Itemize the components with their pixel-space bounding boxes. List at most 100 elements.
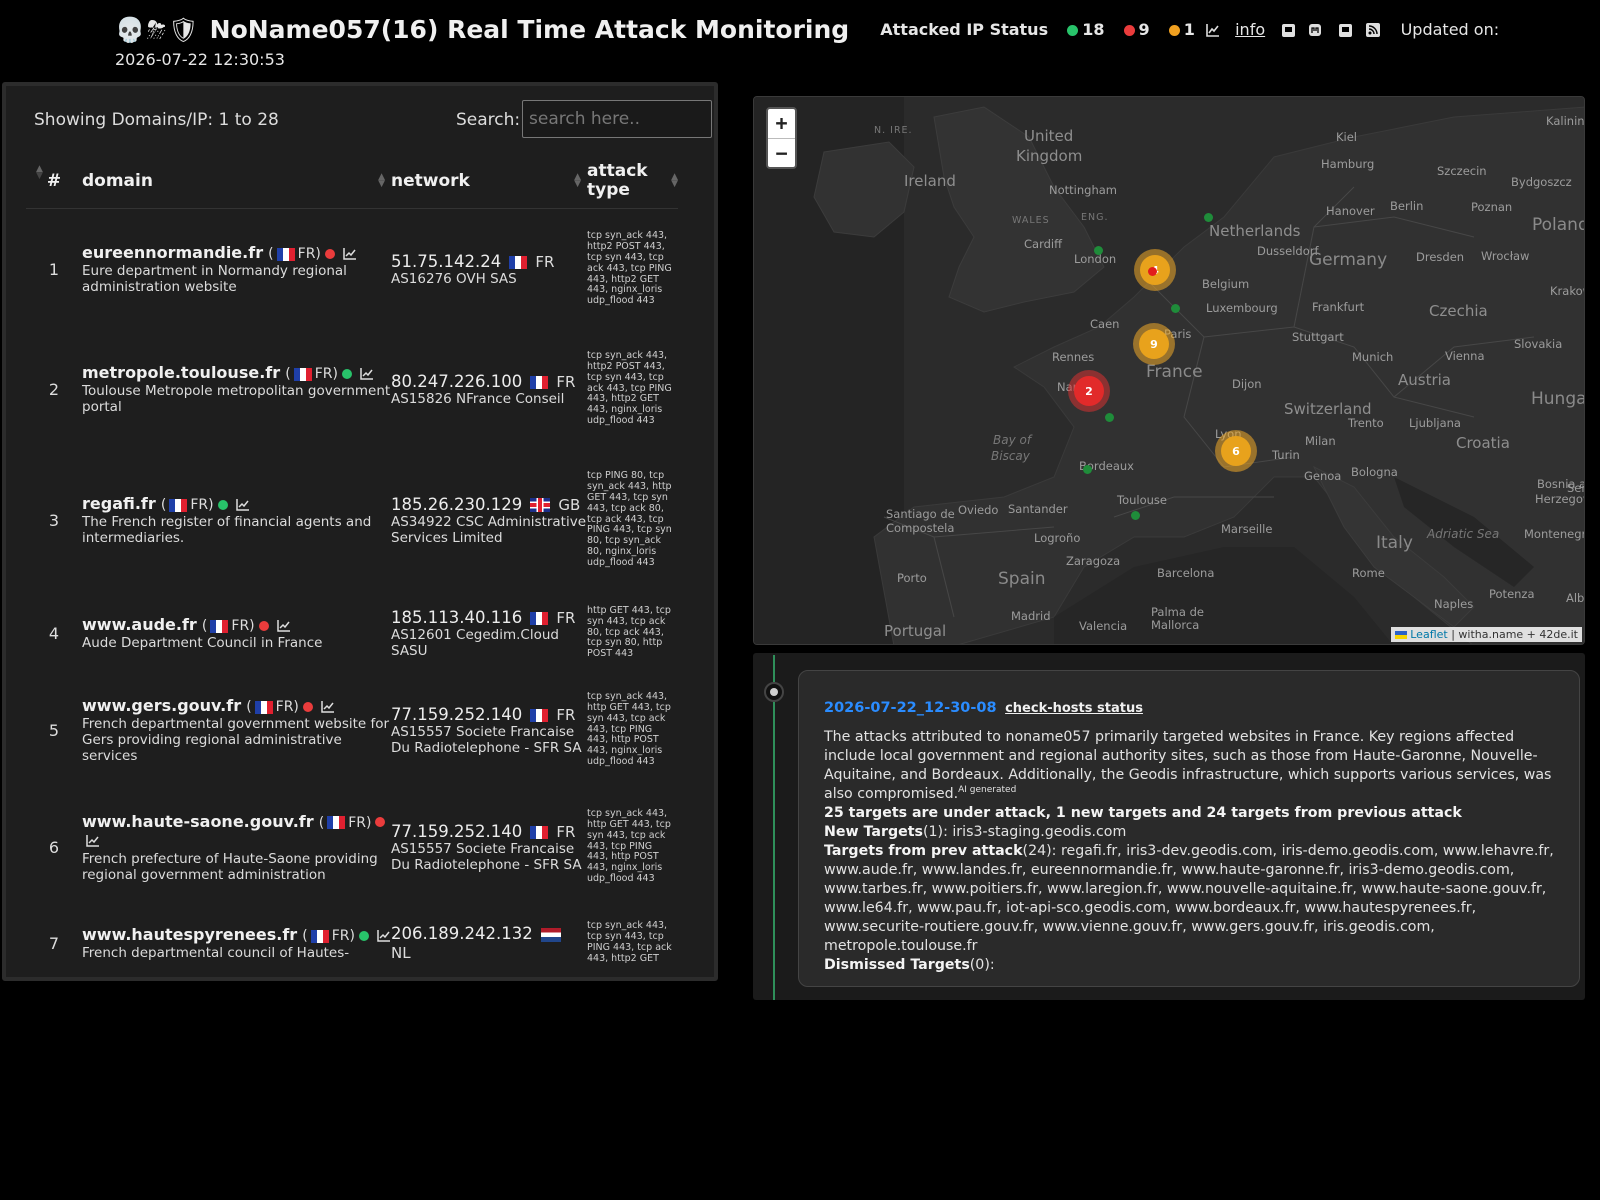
zoom-in-button[interactable]: + xyxy=(775,111,788,135)
france-flag-icon xyxy=(293,367,312,381)
domain-name[interactable]: eureennormandie.fr xyxy=(82,243,264,263)
map-marker[interactable] xyxy=(1094,246,1103,255)
ip-address: 206.189.242.132 xyxy=(391,924,533,943)
map-cluster[interactable]: 9 xyxy=(1133,323,1175,365)
attack-timeline: 2026-07-22_12-30-08 check-hosts status T… xyxy=(753,653,1585,1000)
map-label-genoa: Genoa xyxy=(1304,469,1342,483)
map-label-portugal: Portugal xyxy=(884,622,947,640)
row-number: 7 xyxy=(48,933,60,953)
attack-cell: tcp syn_ack 443, tcp syn 443, tcp PING 4… xyxy=(587,908,678,977)
twitter-icon[interactable] xyxy=(1282,23,1296,37)
domain-name[interactable]: www.hautespyrenees.fr xyxy=(82,925,298,944)
leaflet-link[interactable]: Leaflet xyxy=(1410,628,1448,641)
domain-description: French departmental council of Hautes- xyxy=(82,945,350,961)
map-label-stuttgart: Stuttgart xyxy=(1292,330,1344,344)
chart-icon[interactable] xyxy=(235,498,250,511)
column-header-attack-type[interactable]: attack type ▲ ▼ xyxy=(587,154,678,209)
map-marker-red[interactable] xyxy=(1148,267,1157,276)
chart-icon[interactable] xyxy=(276,619,291,632)
chart-icon[interactable] xyxy=(343,247,357,260)
bluesky-icon[interactable] xyxy=(1339,23,1353,37)
red-count: 9 xyxy=(1138,19,1150,39)
map-label-krakow: Krakow xyxy=(1550,284,1584,298)
status-dot-icon xyxy=(358,930,369,941)
info-link[interactable]: info xyxy=(1235,19,1266,39)
map-label-mallorca: Mallorca xyxy=(1151,618,1200,632)
column-header-domain[interactable]: domain ▲ ▼ xyxy=(82,154,391,209)
map-label-berlin: Berlin xyxy=(1390,199,1424,213)
check-hosts-link[interactable]: check-hosts status xyxy=(1005,701,1143,716)
domain-name[interactable]: www.gers.gouv.fr xyxy=(82,696,242,715)
map-label-frankfurt: Frankfurt xyxy=(1312,300,1365,314)
zoom-out-button[interactable]: − xyxy=(768,138,795,167)
map-label-madrid: Madrid xyxy=(1011,609,1051,623)
map-label-kiel: Kiel xyxy=(1336,130,1358,144)
table-row[interactable]: 6 www.haute-saone.gouv.fr (FR) French pref… xyxy=(26,786,678,908)
chart-icon[interactable] xyxy=(377,929,391,942)
map-marker[interactable] xyxy=(1131,511,1140,520)
network-cell: 77.159.252.140 FR AS15557 Societe Francai… xyxy=(391,786,587,908)
domain-name[interactable]: www.aude.fr xyxy=(82,615,197,634)
table-row[interactable]: 4 www.aude.fr (FR) Aude Department Council… xyxy=(26,592,678,674)
asn-name: AS34922 CSC Administrative Services Limi… xyxy=(391,513,587,546)
map-label-logrono: Logroño xyxy=(1034,531,1081,545)
green-status-dot-icon xyxy=(1067,24,1079,36)
country-code: (FR) xyxy=(302,928,355,944)
rss-icon[interactable] xyxy=(1365,23,1380,37)
mastodon-icon[interactable] xyxy=(1308,23,1322,37)
table-row[interactable]: 5 www.gers.gouv.fr (FR) French departmenta… xyxy=(26,674,678,786)
network-cell: 80.247.226.100 FR AS15826 NFrance Conseil xyxy=(391,330,587,448)
column-header-network[interactable]: network ▲ ▼ xyxy=(391,154,587,209)
map-marker[interactable] xyxy=(1204,213,1213,222)
fr-flag-icon xyxy=(530,825,549,839)
row-number: 1 xyxy=(48,259,60,279)
map-cluster[interactable]: 2 xyxy=(1068,370,1110,412)
row-number: 4 xyxy=(48,623,60,643)
map-label-montenegro: Montenegro xyxy=(1524,527,1584,541)
map-label-eng: ENG. xyxy=(1081,212,1109,223)
sort-icon: ▲ ▼ xyxy=(378,172,385,189)
attack-types: http GET 443, tcp syn 443, tcp ack 80, t… xyxy=(587,605,671,660)
attack-types: tcp syn_ack 443, http GET 443, tcp syn 4… xyxy=(587,691,671,767)
chart-icon[interactable] xyxy=(1206,23,1220,37)
map-label-switzerland: Switzerland xyxy=(1284,400,1372,418)
fr-flag-icon xyxy=(530,708,549,722)
ai-generated-note: AI generated xyxy=(958,785,1017,795)
timeline-node-icon xyxy=(764,682,784,702)
asn-name: AS15557 Societe Francaise Du Radioteleph… xyxy=(391,840,582,873)
domain-name[interactable]: metropole.toulouse.fr xyxy=(82,363,281,382)
table-row[interactable]: 2 metropole.toulouse.fr (FR) Toulouse Metr… xyxy=(26,330,678,448)
domain-name[interactable]: regafi.fr xyxy=(82,494,156,513)
map-label-barcelona: Barcelona xyxy=(1157,566,1215,580)
ip-status-label: Attacked IP Status xyxy=(880,19,1049,39)
attack-cell: http GET 443, tcp syn 443, tcp ack 80, t… xyxy=(587,592,678,674)
domain-description: Toulouse Metropole metropolitan governme… xyxy=(82,383,391,415)
map-label-dusseldorf: Dusseldorf xyxy=(1257,244,1319,258)
country-code: (FR) xyxy=(318,814,372,831)
dismissed-targets: Dismissed Targets(0): xyxy=(824,957,995,973)
map-label-albania: Albani xyxy=(1566,591,1585,605)
ip-address: 77.159.252.140 xyxy=(391,704,523,724)
domain-name[interactable]: www.haute-saone.gouv.fr xyxy=(82,811,314,831)
green-count: 18 xyxy=(1082,19,1105,39)
chart-icon[interactable] xyxy=(86,835,100,847)
attack-map[interactable]: + − N. IRE. United Kingdom Ireland Nottingha… xyxy=(753,96,1585,645)
domain-cell: www.aude.fr (FR) Aude Department Council … xyxy=(82,592,391,674)
map-label-germany: Germany xyxy=(1309,250,1388,270)
table-row[interactable]: 3 regafi.fr (FR) The French register of fi… xyxy=(26,448,678,592)
search-input[interactable] xyxy=(522,100,712,138)
chart-icon[interactable] xyxy=(360,367,374,380)
red-status-dot-icon xyxy=(1123,24,1135,36)
map-cluster[interactable]: 6 xyxy=(1215,430,1257,472)
domain-cell: regafi.fr (FR) The French register of fin… xyxy=(82,448,391,592)
table-row[interactable]: 7 www.hautespyrenees.fr (FR) French depart… xyxy=(26,908,678,977)
attack-types: tcp syn_ack 443, http2 POST 443, tcp syn… xyxy=(587,350,672,426)
column-header-num[interactable]: ▲ ▼ # xyxy=(26,154,82,209)
map-marker[interactable] xyxy=(1105,413,1114,422)
map-marker[interactable] xyxy=(1083,465,1092,474)
map-marker[interactable] xyxy=(1171,304,1180,313)
table-row[interactable]: 1 eureennormandie.fr (FR) Eure department … xyxy=(26,208,678,330)
country-code: (FR) xyxy=(285,366,338,382)
chart-icon[interactable] xyxy=(321,700,335,713)
updated-timestamp: Updated on: 2026-07-22 12:30:53 xyxy=(115,19,1500,70)
